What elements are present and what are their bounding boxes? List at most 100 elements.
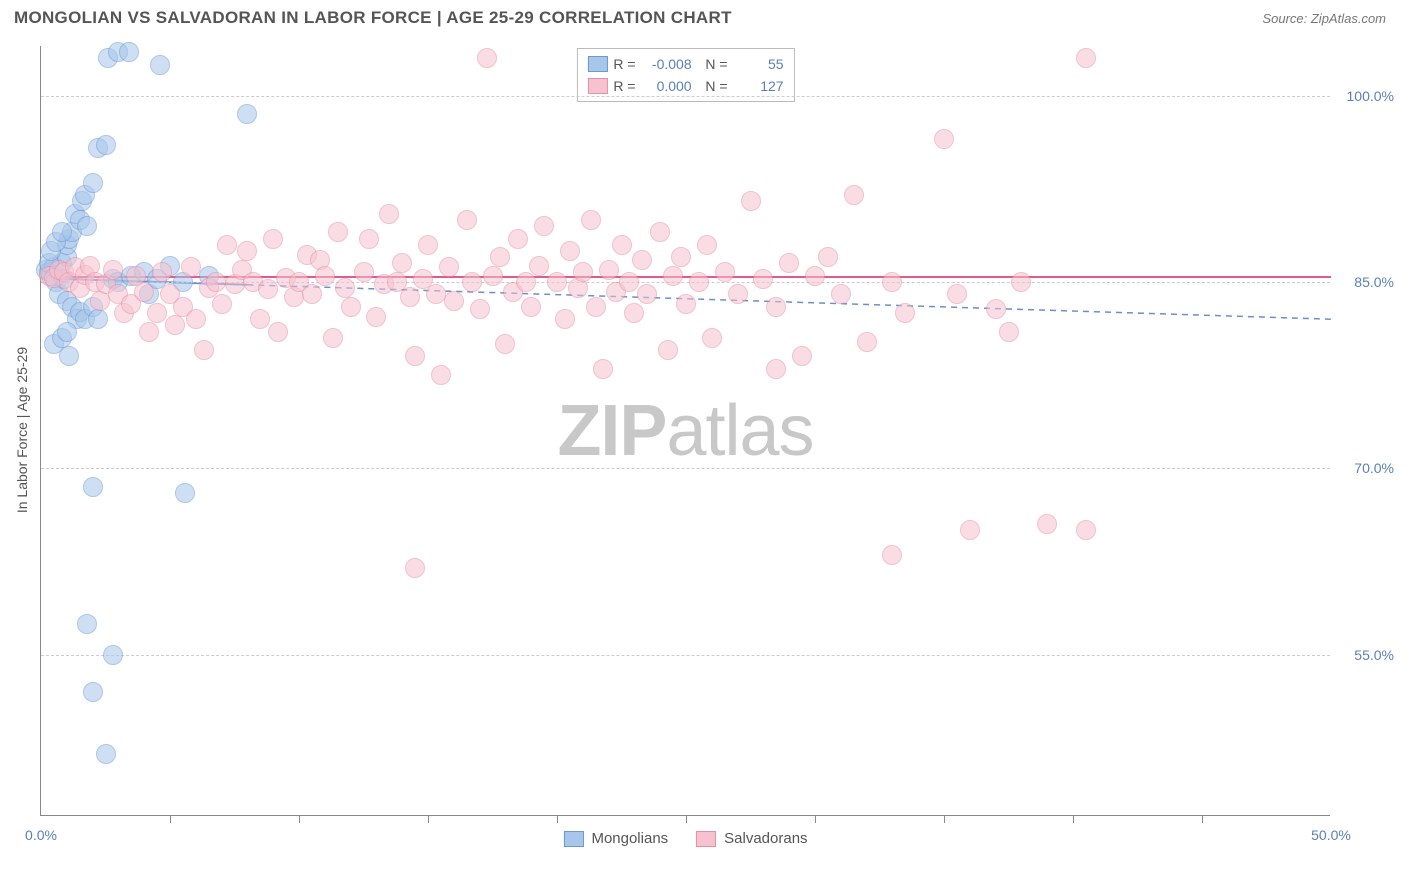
data-point [593,359,613,379]
data-point [619,272,639,292]
data-point [57,322,77,342]
data-point [753,269,773,289]
data-point [263,229,283,249]
y-tick-label: 85.0% [1338,274,1394,290]
x-tick [428,815,429,823]
data-point [59,346,79,366]
data-point [96,135,116,155]
data-point [895,303,915,323]
data-point [379,204,399,224]
data-point [405,558,425,578]
data-point [779,253,799,273]
data-point [328,222,348,242]
data-point [418,235,438,255]
legend-row-salvadorans: R =0.000 N =127 [587,75,783,97]
data-point [1011,272,1031,292]
data-point [555,309,575,329]
data-point [986,299,1006,319]
data-point [88,309,108,329]
data-point [702,328,722,348]
data-point [1076,520,1096,540]
data-point [637,284,657,304]
data-point [83,173,103,193]
data-point [134,282,154,302]
data-point [632,250,652,270]
legend-label: Mongolians [591,830,668,847]
data-point [268,322,288,342]
data-point [444,291,464,311]
data-point [547,272,567,292]
data-point [612,235,632,255]
watermark: ZIPatlas [557,390,813,472]
swatch-icon [563,831,583,847]
data-point [237,241,257,261]
data-point [624,303,644,323]
data-point [83,477,103,497]
data-point [323,328,343,348]
data-point [103,645,123,665]
data-point [103,260,123,280]
x-tick [686,815,687,823]
data-point [405,346,425,366]
gridline-h [41,96,1330,97]
data-point [186,309,206,329]
data-point [315,266,335,286]
data-point [359,229,379,249]
data-point [335,278,355,298]
data-point [1076,48,1096,68]
data-point [766,359,786,379]
data-point [741,191,761,211]
legend-item-salvadorans: Salvadorans [696,830,807,847]
data-point [470,299,490,319]
data-point [516,272,536,292]
data-point [426,284,446,304]
data-point [947,284,967,304]
legend-row-mongolians: R =-0.008 N =55 [587,53,783,75]
y-tick-label: 70.0% [1338,460,1394,476]
data-point [212,294,232,314]
data-point [181,257,201,277]
scatter-chart: ZIPatlas R =-0.008 N =55 R =0.000 N =127… [40,46,1330,816]
gridline-h [41,655,1330,656]
correlation-legend: R =-0.008 N =55 R =0.000 N =127 [576,48,794,102]
data-point [354,262,374,282]
data-point [250,309,270,329]
data-point [960,520,980,540]
data-point [96,744,116,764]
data-point [728,284,748,304]
data-point [147,303,167,323]
swatch-mongolians [587,56,607,72]
y-tick-label: 100.0% [1338,88,1394,104]
data-point [999,322,1019,342]
y-axis-title: In Labor Force | Age 25-29 [14,347,30,513]
chart-title: MONGOLIAN VS SALVADORAN IN LABOR FORCE |… [14,8,732,28]
data-point [805,266,825,286]
data-point [844,185,864,205]
data-point [882,272,902,292]
data-point [83,682,103,702]
x-tick [1202,815,1203,823]
data-point [818,247,838,267]
data-point [581,210,601,230]
data-point [237,104,257,124]
data-point [495,334,515,354]
data-point [462,272,482,292]
data-point [194,340,214,360]
data-point [77,614,97,634]
data-point [658,340,678,360]
data-point [534,216,554,236]
data-point [457,210,477,230]
data-point [302,284,322,304]
y-tick-label: 55.0% [1338,647,1394,663]
data-point [52,222,72,242]
series-legend: Mongolians Salvadorans [563,830,807,847]
data-point [792,346,812,366]
data-point [477,48,497,68]
data-point [586,297,606,317]
data-point [599,260,619,280]
data-point [831,284,851,304]
x-tick-label: 0.0% [25,827,57,843]
data-point [766,297,786,317]
data-point [175,483,195,503]
source-label: Source: ZipAtlas.com [1262,11,1386,26]
